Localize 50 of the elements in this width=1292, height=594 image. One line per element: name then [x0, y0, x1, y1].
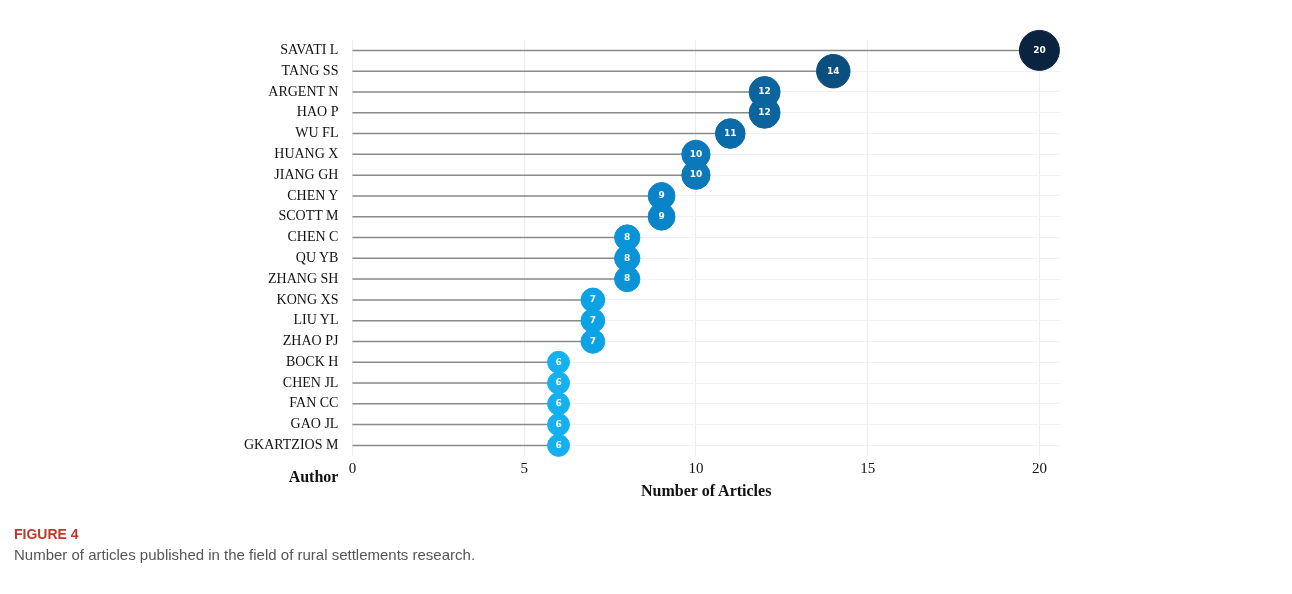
data-label: 6 — [555, 439, 562, 450]
data-label: 6 — [555, 418, 562, 429]
x-tick-label: 20 — [1031, 459, 1047, 476]
x-tick-label: 5 — [520, 459, 528, 476]
x-tick-label: 15 — [860, 459, 876, 476]
y-tick-label: CHEN JL — [282, 374, 339, 390]
y-tick-label: ZHANG SH — [268, 270, 339, 286]
data-label: 9 — [658, 211, 665, 222]
x-axis-title: Number of Articles — [641, 481, 772, 499]
y-tick-label: SCOTT M — [278, 208, 339, 224]
data-label: 14 — [827, 65, 840, 76]
data-label: 11 — [724, 127, 737, 138]
y-tick-label: HAO P — [296, 104, 339, 120]
caption: FIGURE 4 — [14, 526, 80, 542]
y-tick-label: JIANG GH — [274, 166, 339, 182]
data-label: 6 — [555, 377, 562, 388]
data-label: 6 — [555, 356, 562, 367]
x-tick-label: 0 — [348, 459, 357, 476]
data-label: 8 — [624, 273, 631, 284]
data-label: 20 — [1033, 44, 1046, 55]
y-tick-label: SAVATI L — [280, 42, 339, 58]
y-tick-label: ARGENT N — [268, 83, 339, 99]
x-tick-label: 10 — [688, 459, 704, 476]
data-label: 12 — [758, 86, 771, 97]
data-label: 7 — [589, 315, 596, 326]
data-label: 10 — [689, 169, 703, 180]
point — [614, 265, 641, 293]
y-tick-label: FAN CC — [289, 395, 339, 411]
y-tick-label: WU FL — [295, 125, 339, 141]
data-label: 7 — [589, 335, 596, 346]
y-tick-label: KONG XS — [276, 291, 339, 307]
data-label: 6 — [555, 398, 562, 409]
y-tick-label: BOCK H — [285, 353, 339, 369]
y-tick-label: GAO JL — [290, 416, 339, 432]
data-label: 10 — [689, 148, 703, 159]
data-label: 8 — [624, 231, 631, 242]
y-tick-label: QU YB — [295, 249, 339, 265]
y-tick-label: LIU YL — [293, 312, 339, 328]
y-tick-label: TANG SS — [281, 62, 339, 78]
data-label: 12 — [758, 107, 771, 118]
y-tick-label: ZHAO PJ — [282, 333, 339, 349]
y-axis-title: Author — [288, 467, 339, 485]
text: Number of articles published in the field of rural settlements research. — [14, 546, 476, 563]
data-label: 7 — [589, 294, 596, 305]
y-tick-label: GKARTZIOS M — [243, 437, 339, 453]
data-label: 9 — [658, 190, 665, 201]
y-tick-label: CHEN C — [287, 229, 339, 245]
y-tick-label: HUANG X — [274, 146, 339, 162]
data-label: 8 — [624, 252, 631, 263]
y-tick-label: CHEN Y — [287, 187, 339, 203]
